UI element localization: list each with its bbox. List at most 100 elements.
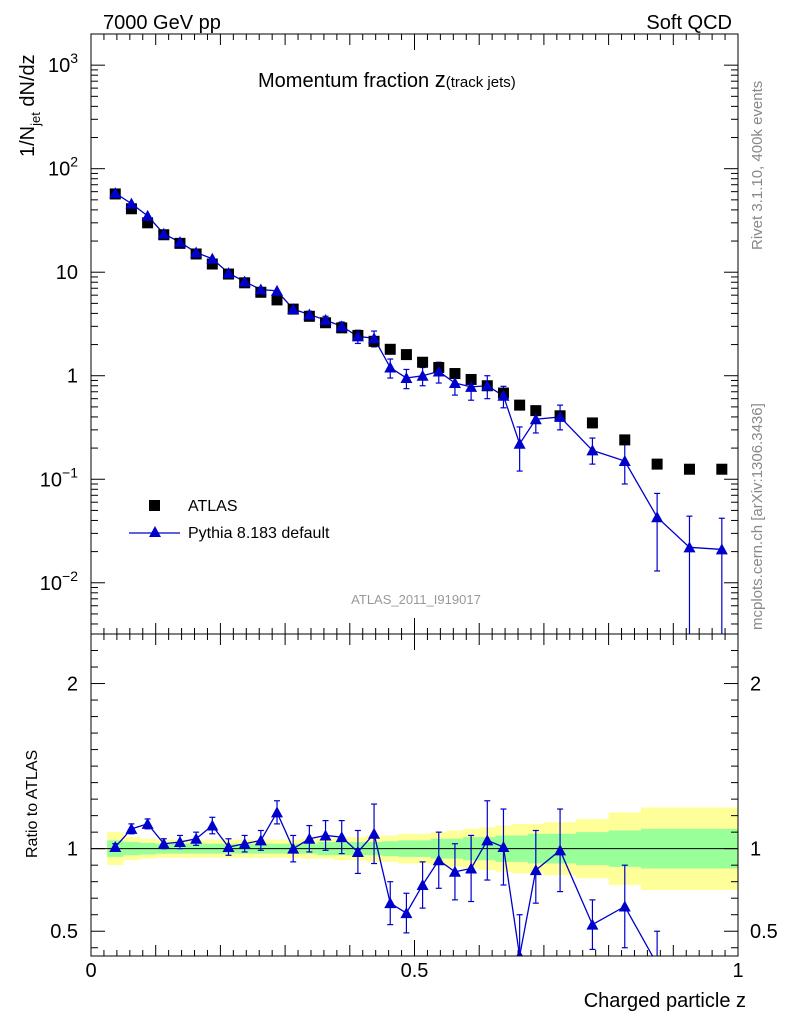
pythia-point [190,246,203,258]
main-y-tick-exponent: −1 [62,464,78,480]
pythia-point [368,332,381,344]
main-plot-title: Momentum fraction z(track jets) [258,67,516,92]
main-y-tick-label: 102 [48,154,78,181]
ratio-y-tick-label-left: 0.5 [50,921,78,943]
pythia-point [465,380,478,392]
pythia-point [683,541,696,553]
ratio-point [335,831,348,843]
x-tick-label: 1 [732,960,743,982]
legend-marker-pythia [149,526,161,537]
ratio-y-tick-label-left: 1 [67,839,78,861]
pythia-point [529,413,542,425]
main-y-tick-base: 10 [48,159,70,181]
pythia-point [715,543,728,555]
ratio-point [238,837,251,849]
pythia-point [157,227,170,239]
ratio-point [351,845,364,857]
ratio-point [529,864,542,876]
main-y-tick-label: 10−2 [40,568,78,595]
atlas-point [271,294,283,306]
pythia-point [384,361,397,373]
pythia-point [448,377,461,389]
ratio-point [586,918,599,930]
pythia-point [125,197,138,209]
ratio-clipped-marks [109,800,663,969]
pythia-line [114,192,722,551]
ratio-point [416,878,429,890]
atlas-point [142,217,154,229]
pythia-point [481,379,494,391]
main-plot-title-z: z [435,67,446,92]
main-y-axis-label: 1/Njet dN/dz [17,54,43,157]
atlas-point [206,258,218,270]
pythia-point [238,275,251,287]
main-y-tick-label: 10 [56,262,78,284]
main-y-tick-label: 10−1 [40,464,78,491]
ratio-point [554,844,567,856]
header-left-label: 7000 GeV pp [103,12,221,34]
pythia-point [303,308,316,320]
atlas-point [586,417,598,429]
main-data-marks [109,187,728,634]
ratio-y-axis-label: Ratio to ATLAS [24,750,41,858]
ratio-point [319,829,332,841]
main-plot-title-main: Momentum fraction [258,70,435,92]
main-plot-title-sub: (track jets) [446,74,516,91]
ratio-point [497,841,510,853]
pythia-point [416,369,429,381]
pythia-point [400,372,413,384]
legend: ATLAS Pythia 8.183 default [129,498,330,542]
ratio-point [287,842,300,854]
ratio-point [157,837,170,849]
main-y-axis-label-post: dN/dz [17,54,39,112]
main-y-tick-base: 10 [40,573,62,595]
atlas-point [514,399,526,411]
ratio-point [206,819,219,831]
atlas-point [651,458,663,470]
ratio-point [303,832,316,844]
ratio-point [516,950,523,956]
pythia-point [497,389,510,401]
main-y-tick-base: 10 [48,55,70,77]
pythia-point [109,187,122,199]
atlas-point [683,463,695,475]
atlas-point [384,343,396,355]
pythia-point [586,444,599,456]
main-y-tick-base: 10 [56,262,78,284]
pythia-point [651,511,664,523]
main-y-tick-exponent: 2 [70,154,78,170]
pythia-point [222,267,235,279]
atlas-point [400,349,412,361]
ratio-y-tick-label-right: 2 [750,674,761,696]
ratio-point [618,900,631,912]
ratio-point [141,817,154,829]
ratio-y-tick-label-right: 0.5 [750,921,778,943]
pythia-point [335,320,348,332]
pythia-point [319,314,332,326]
ratio-data-marks [109,800,663,969]
header-right-label: Soft QCD [646,12,732,34]
ratio-y-ticks: 0.5 0.5 1 1 2 2 [50,633,778,949]
main-y-tick-exponent: 3 [70,50,78,66]
legend-label-pythia: Pythia 8.183 default [188,525,330,542]
main-y-axis-label-sub: jet [28,112,43,127]
legend-label-atlas: ATLAS [188,498,238,515]
ratio-point [448,865,461,877]
ratio-y-tick-label-left: 2 [67,674,78,696]
ratio-point [651,958,663,969]
main-y-tick-base: 1 [67,366,78,388]
ratio-y-tick-label-right: 1 [750,839,761,861]
pythia-point [173,236,186,248]
atlas-point [619,434,631,446]
ratio-point [125,822,138,834]
pythia-point [351,330,364,342]
x-tick-label: 0 [85,960,96,982]
atlas-point [125,203,137,215]
ratio-point [109,841,122,853]
ratio-frame [90,633,739,957]
pythia-point [206,252,219,264]
ratio-plot-panel: 0.5 0.51 12 2 0 0.5 1 Ratio to ATLAS Charged … [24,633,778,1012]
